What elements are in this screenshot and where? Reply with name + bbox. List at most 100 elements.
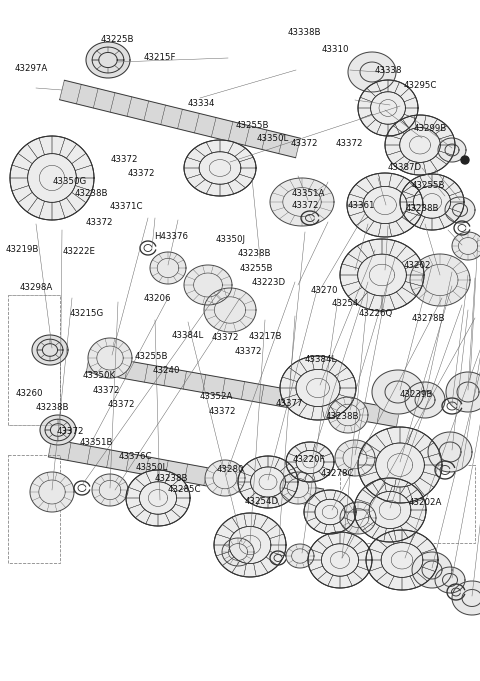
Text: 43372: 43372 [57,427,84,437]
Text: 43238B: 43238B [238,249,271,258]
Text: 43254D: 43254D [245,496,279,506]
Text: 43372: 43372 [290,138,318,148]
Polygon shape [150,252,186,284]
Polygon shape [412,552,452,588]
Text: 43295C: 43295C [403,81,437,91]
Text: 43384L: 43384L [172,330,204,340]
Text: 43384L: 43384L [305,355,337,364]
Polygon shape [270,178,334,226]
Text: 43298A: 43298A [19,283,52,292]
Text: 43377: 43377 [276,398,303,408]
Text: 43310: 43310 [322,44,349,54]
Text: 43299B: 43299B [414,123,447,133]
Text: 43238B: 43238B [36,402,70,412]
Polygon shape [30,472,74,512]
Text: 43372: 43372 [234,347,262,356]
Text: 43372: 43372 [211,333,239,343]
Text: 43372: 43372 [92,386,120,396]
Polygon shape [32,335,68,365]
Text: 43338: 43338 [374,66,402,76]
Text: 43255B: 43255B [412,181,445,191]
Text: 43238B: 43238B [155,473,188,483]
Polygon shape [86,354,399,427]
Polygon shape [335,440,375,476]
Circle shape [461,156,469,164]
Text: 43285C: 43285C [168,485,202,494]
Polygon shape [222,538,254,566]
Polygon shape [60,80,300,158]
Polygon shape [359,428,442,503]
Polygon shape [445,197,475,223]
Polygon shape [205,460,245,496]
Text: 43238B: 43238B [74,189,108,198]
Text: 43278B: 43278B [412,314,445,323]
Polygon shape [366,530,438,590]
Text: 43255B: 43255B [240,264,274,274]
Polygon shape [400,174,464,229]
Polygon shape [280,472,316,504]
Text: 43372: 43372 [127,169,155,178]
Polygon shape [372,370,424,414]
Polygon shape [280,356,356,419]
Polygon shape [11,136,94,219]
Text: 43371C: 43371C [109,202,143,211]
Polygon shape [446,372,480,412]
Polygon shape [184,265,232,305]
Text: 43238B: 43238B [406,204,439,213]
Polygon shape [385,115,455,175]
Text: 43387D: 43387D [388,163,422,172]
Text: 43260: 43260 [15,389,43,398]
Polygon shape [304,490,356,534]
Polygon shape [215,513,286,577]
Polygon shape [410,254,470,306]
Polygon shape [358,80,418,136]
Text: 43202A: 43202A [409,498,443,507]
Text: 43372: 43372 [85,217,113,227]
Text: 43350L: 43350L [135,462,168,472]
Polygon shape [340,502,376,534]
Polygon shape [308,533,372,588]
Polygon shape [88,338,132,378]
Text: 43334: 43334 [187,99,215,108]
Text: 43215F: 43215F [144,52,177,62]
Polygon shape [86,42,130,78]
Text: 43206: 43206 [144,294,171,303]
Text: 43350L: 43350L [257,134,289,144]
Text: 43297A: 43297A [14,63,48,73]
Text: 43372: 43372 [209,407,236,416]
Text: H43376: H43376 [155,232,189,242]
Text: 43225B: 43225B [101,35,134,44]
Text: 43350K: 43350K [83,371,116,381]
Polygon shape [435,567,465,593]
Polygon shape [438,138,466,162]
Polygon shape [204,288,256,332]
Text: 43255B: 43255B [134,352,168,362]
Text: 43338B: 43338B [288,28,322,37]
Text: 43376C: 43376C [119,452,153,461]
Text: 43215G: 43215G [70,308,104,318]
Bar [340,465,475,543]
Text: 43240: 43240 [153,366,180,375]
Polygon shape [92,474,128,506]
Text: 43372: 43372 [292,201,319,210]
Text: 43350G: 43350G [53,177,87,187]
Text: 43223D: 43223D [252,278,286,287]
Text: 43280: 43280 [217,465,244,475]
Text: 43352A: 43352A [199,392,233,401]
Polygon shape [126,471,190,526]
Text: 43220F: 43220F [293,455,325,464]
Text: 43239B: 43239B [399,390,433,400]
Text: 43361: 43361 [348,201,375,210]
Text: 43372: 43372 [336,138,363,148]
Text: 43226Q: 43226Q [359,308,393,318]
Polygon shape [452,581,480,615]
Polygon shape [452,232,480,260]
Text: 43217B: 43217B [249,332,282,341]
Text: 43202: 43202 [403,261,431,270]
Polygon shape [348,52,396,92]
Text: 43350J: 43350J [216,235,246,244]
Text: 43278C: 43278C [321,469,354,478]
Text: 43372: 43372 [108,400,135,409]
Polygon shape [348,174,422,237]
Polygon shape [328,397,368,433]
